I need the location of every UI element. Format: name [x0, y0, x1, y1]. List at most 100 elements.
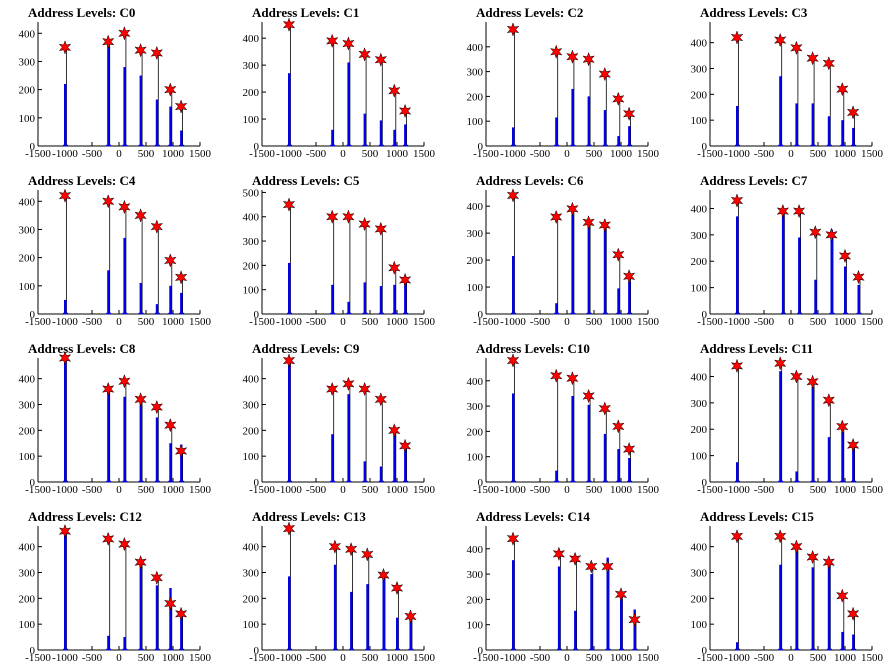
- x-tick-label: -1000: [276, 652, 302, 664]
- y-tick-label: 0: [254, 477, 260, 489]
- peak-marker: [164, 82, 177, 97]
- peak-marker: [101, 531, 115, 547]
- histogram-bar: [180, 292, 183, 314]
- histogram-bar: [155, 99, 159, 146]
- chart-panel-7: Address Levels: C7 0 100 200 300 400 -1500 -100…: [672, 168, 896, 336]
- y-tick-label: 0: [702, 141, 708, 153]
- x-tick-label: -1000: [724, 148, 750, 160]
- peak-marker: [622, 441, 636, 457]
- histogram-bar: [587, 225, 590, 314]
- chart-svg: Address Levels: C1 0 100 200 300 400 -1500 -100…: [243, 5, 436, 160]
- y-tick-label: 0: [254, 141, 260, 153]
- chart-panel-0: Address Levels: C0 0 100 200 300 400 -1500 -100…: [0, 0, 224, 168]
- histogram-bar: [736, 216, 739, 314]
- histogram-bar: [555, 470, 558, 482]
- peak-marker: [164, 596, 177, 611]
- x-tick-label: -1000: [500, 148, 526, 160]
- y-tick-label: 200: [243, 260, 260, 272]
- x-tick-label: -500: [306, 148, 327, 160]
- peak-marker: [150, 45, 164, 61]
- peak-marker: [374, 221, 388, 237]
- histogram-bar: [574, 610, 577, 650]
- x-tick-label: 500: [586, 484, 603, 496]
- x-tick-label: 1000: [386, 484, 409, 496]
- x-tick-label: -1500: [697, 652, 723, 664]
- x-tick-label: -500: [530, 148, 551, 160]
- x-tick-label: 0: [788, 652, 794, 664]
- histogram-bar: [827, 437, 831, 482]
- x-tick-label: 0: [340, 652, 346, 664]
- peak-marker: [773, 529, 787, 544]
- y-tick-label: 200: [19, 253, 36, 265]
- peak-marker: [622, 106, 636, 122]
- x-tick-label: -1500: [697, 316, 723, 328]
- peak-marker: [773, 32, 787, 48]
- chart-panel-2: Address Levels: C2 0 100 200 300 400 -1500 -100…: [448, 0, 672, 168]
- peak-marker: [58, 350, 72, 366]
- histogram-bar: [555, 117, 558, 146]
- peak-marker: [174, 443, 188, 459]
- histogram-bar: [123, 67, 126, 146]
- y-tick-label: 0: [702, 309, 708, 321]
- x-tick-label: -1000: [500, 652, 526, 664]
- x-tick-label: 1500: [861, 484, 884, 496]
- peak-marker: [282, 353, 296, 368]
- x-tick-label: 1500: [189, 148, 212, 160]
- chart-panel-8: Address Levels: C8 0 100 200 300 400 -1500 -100…: [0, 336, 224, 504]
- histogram-bar: [798, 237, 801, 314]
- histogram-bar: [347, 62, 350, 146]
- peak-marker: [374, 392, 388, 407]
- histogram-bar: [628, 281, 631, 314]
- x-tick-label: 1000: [834, 316, 857, 328]
- peak-marker: [506, 188, 520, 203]
- x-tick-label: -1500: [473, 148, 499, 160]
- histogram-bar: [379, 286, 383, 314]
- histogram-bar: [139, 283, 142, 314]
- peak-marker: [836, 81, 849, 97]
- chart-title: Address Levels: C11: [700, 341, 813, 356]
- peak-marker: [101, 34, 115, 50]
- y-tick-label: 0: [702, 477, 708, 489]
- y-tick-label: 200: [691, 593, 708, 605]
- histogram-bar: [617, 288, 620, 314]
- x-tick-label: -500: [754, 484, 775, 496]
- x-tick-label: 500: [138, 484, 155, 496]
- x-tick-label: 1500: [637, 652, 660, 664]
- y-tick-label: 0: [30, 477, 36, 489]
- x-tick-label: -1000: [724, 652, 750, 664]
- histogram-bar: [857, 284, 860, 314]
- x-tick-label: 500: [362, 316, 379, 328]
- peak-marker: [282, 197, 296, 212]
- peak-marker: [566, 370, 579, 386]
- y-tick-label: 100: [691, 115, 708, 127]
- y-tick-label: 300: [467, 67, 484, 79]
- x-tick-label: -1500: [25, 148, 51, 160]
- chart-panel-1: Address Levels: C1 0 100 200 300 400 -1500 -100…: [224, 0, 448, 168]
- chart-svg: Address Levels: C10 0 100 200 300 400 -1500 -10…: [467, 341, 660, 496]
- x-tick-label: -1000: [52, 148, 78, 160]
- y-tick-label: 300: [243, 236, 260, 248]
- histogram-bar: [779, 76, 782, 146]
- chart-title: Address Levels: C5: [252, 173, 360, 188]
- histogram-bar: [628, 126, 631, 146]
- peak-marker: [377, 567, 390, 583]
- histogram-bar: [64, 299, 67, 314]
- chart-svg: Address Levels: C12 0 100 200 300 400 -1500 -10…: [19, 509, 212, 664]
- histogram-bar: [841, 431, 844, 482]
- histogram-bar: [603, 110, 607, 146]
- chart-title: Address Levels: C10: [476, 341, 590, 356]
- peak-marker: [134, 392, 147, 407]
- histogram-bar: [587, 404, 590, 482]
- chart-svg: Address Levels: C2 0 100 200 300 400 -1500 -100…: [467, 5, 660, 160]
- histogram-bar: [512, 127, 515, 146]
- peak-marker: [388, 260, 401, 276]
- histogram-bar: [827, 566, 831, 650]
- histogram-bar: [811, 103, 814, 146]
- x-tick-label: 500: [138, 148, 155, 160]
- peak-marker: [846, 105, 860, 120]
- peak-marker: [776, 203, 790, 219]
- histogram-bar: [814, 279, 817, 314]
- peak-marker: [598, 401, 612, 416]
- x-tick-label: -1500: [249, 484, 275, 496]
- x-tick-label: 1000: [834, 148, 857, 160]
